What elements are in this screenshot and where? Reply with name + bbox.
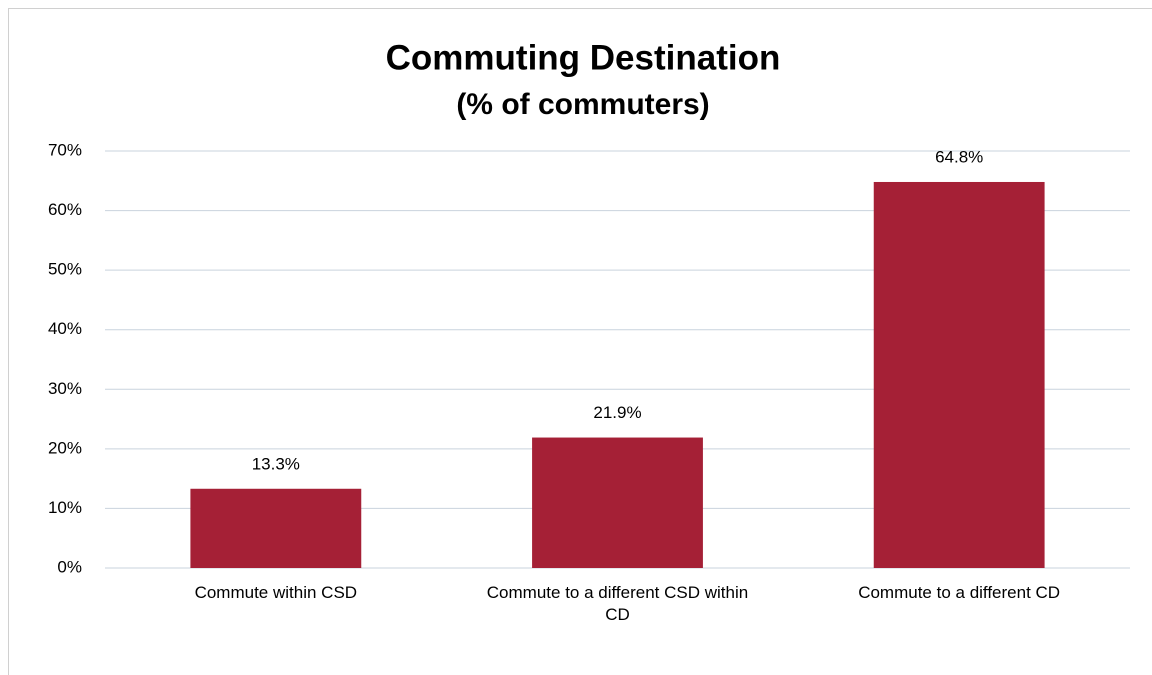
- y-tick-label: 0%: [57, 557, 82, 576]
- x-tick-label: Commute within CSD: [194, 583, 358, 602]
- data-label: 13.3%: [252, 454, 300, 473]
- y-tick-label: 50%: [48, 260, 82, 279]
- y-tick-label: 70%: [48, 140, 82, 159]
- data-label: 64.8%: [935, 147, 983, 166]
- y-tick-label: 20%: [48, 438, 82, 457]
- data-label: 21.9%: [593, 403, 641, 422]
- y-tick-label: 60%: [48, 200, 82, 219]
- bar: [532, 437, 703, 568]
- chart-border: [8, 8, 1152, 675]
- x-tick-label: Commute to a different CD: [858, 583, 1061, 602]
- bar: [190, 488, 362, 568]
- chart-subtitle: (% of commuters): [456, 88, 709, 121]
- y-tick-label: 40%: [48, 319, 82, 338]
- y-tick-label: 30%: [48, 379, 82, 398]
- y-tick-label: 10%: [48, 498, 82, 517]
- bar: [873, 181, 1045, 568]
- x-tick-label: Commute to a different CSD within CD: [486, 583, 749, 624]
- chart-title: Commuting Destination: [386, 38, 781, 77]
